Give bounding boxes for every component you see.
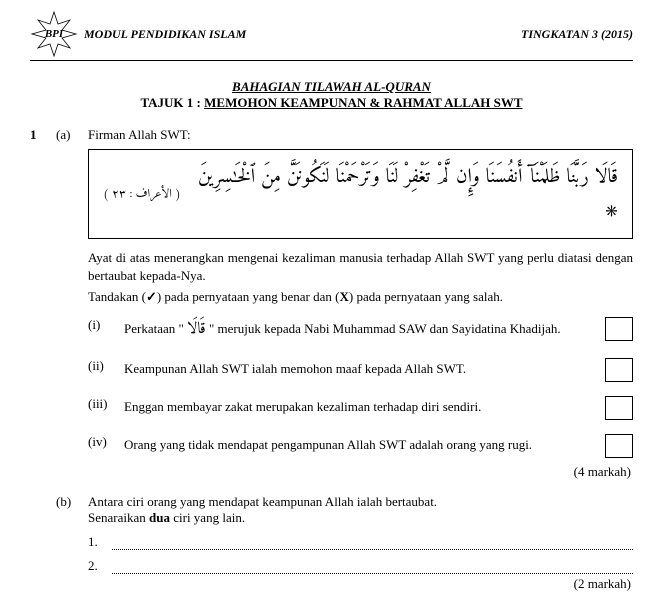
statement-iii: (iii) Enggan membayar zakat merupakan ke… — [88, 396, 633, 420]
statement-iii-text: Enggan membayar zakat merupakan kezalima… — [124, 396, 595, 418]
firman-intro: Firman Allah SWT: — [88, 127, 633, 143]
instruct-post: ) pada pernyataan yang salah. — [349, 289, 503, 304]
module-title: MODUL PENDIDIKAN ISLAM — [84, 27, 246, 42]
instruct-pre: Tandakan ( — [88, 289, 146, 304]
x-symbol: X — [339, 289, 348, 304]
tingkatan-label: TINGKATAN 3 (2015) — [521, 27, 633, 42]
question-1b: (b) Antara ciri orang yang mendapat keam… — [30, 494, 633, 606]
header-left: BPI MODUL PENDIDIKAN ISLAM — [30, 10, 246, 58]
statement-ii-text: Keampunan Allah SWT ialah memohon maaf k… — [124, 358, 595, 380]
badge-label: BPI — [45, 28, 63, 40]
roman-iii: (iii) — [88, 396, 114, 412]
part-b-label: (b) — [56, 494, 76, 606]
ans1-label: 1. — [88, 534, 106, 550]
statement-i-text: Perkataan " قَالَا " merujuk kepada Nabi… — [124, 317, 595, 344]
statement-iv-text: Orang yang tidak mendapat pengampunan Al… — [124, 434, 595, 456]
roman-iv: (iv) — [88, 434, 114, 450]
answer-box-iii[interactable] — [605, 396, 633, 420]
part-a-label: (a) — [56, 127, 76, 143]
b-line2-post: ciri yang lain. — [170, 510, 245, 525]
arabic-verse: قَالَا رَبَّنَا ظَلَمْنَآ أَنفُسَنَا وَإ… — [191, 162, 618, 226]
question-1a: 1 (a) Firman Allah SWT: قَالَا رَبَّنَا … — [30, 127, 633, 494]
part-b-line1: Antara ciri orang yang mendapat keampuna… — [88, 494, 633, 510]
bahagian-title: BAHAGIAN TILAWAH AL-QURAN — [30, 79, 633, 95]
ans2-field[interactable] — [112, 560, 633, 574]
tick-symbol: ✓ — [146, 289, 157, 304]
tajuk-topic: MEMOHON KEAMPUNAN & RAHMAT ALLAH SWT — [204, 95, 522, 110]
quran-verse-box: قَالَا رَبَّنَا ظَلَمْنَآ أَنفُسَنَا وَإ… — [88, 149, 633, 239]
stmt-i-b: " merujuk kepada Nabi Muhammad SAW dan S… — [206, 321, 561, 336]
instruction: Tandakan (✓) pada pernyataan yang benar … — [88, 288, 633, 306]
ans2-label: 2. — [88, 558, 106, 574]
answer-box-ii[interactable] — [605, 358, 633, 382]
page-header: BPI MODUL PENDIDIKAN ISLAM TINGKATAN 3 (… — [30, 10, 633, 61]
statement-i: (i) Perkataan " قَالَا " merujuk kepada … — [88, 317, 633, 344]
verse-reference: ( الأعراف : ٢٣ ) — [103, 184, 181, 205]
answer-line-1: 1. — [88, 534, 633, 550]
stmt-i-arabic: قَالَا — [187, 316, 206, 344]
answer-line-2: 2. — [88, 558, 633, 574]
part-b-line2: Senaraikan dua ciri yang lain. — [88, 510, 633, 526]
bpi-badge: BPI — [30, 10, 78, 58]
answer-box-i[interactable] — [605, 317, 633, 341]
part-a-body: Firman Allah SWT: قَالَا رَبَّنَا ظَلَمْ… — [88, 127, 633, 494]
roman-i: (i) — [88, 317, 114, 333]
verse-explanation: Ayat di atas menerangkan mengenai kezali… — [88, 249, 633, 285]
statement-iv: (iv) Orang yang tidak mendapat pengampun… — [88, 434, 633, 458]
ans1-field[interactable] — [112, 536, 633, 550]
answer-box-iv[interactable] — [605, 434, 633, 458]
b-line2-bold: dua — [149, 510, 170, 525]
b-line2-pre: Senaraikan — [88, 510, 149, 525]
question-number: 1 — [30, 127, 44, 143]
instruct-mid: ) pada pernyataan yang benar dan ( — [157, 289, 340, 304]
section-title: BAHAGIAN TILAWAH AL-QURAN TAJUK 1 : MEMO… — [30, 79, 633, 111]
statement-list: (i) Perkataan " قَالَا " merujuk kepada … — [88, 317, 633, 458]
marks-b: (2 markah) — [88, 576, 633, 592]
tajuk-label: TAJUK 1 : — [140, 95, 204, 110]
part-b-body: Antara ciri orang yang mendapat keampuna… — [88, 494, 633, 606]
tajuk-line: TAJUK 1 : MEMOHON KEAMPUNAN & RAHMAT ALL… — [30, 95, 633, 111]
statement-ii: (ii) Keampunan Allah SWT ialah memohon m… — [88, 358, 633, 382]
marks-a: (4 markah) — [88, 464, 633, 480]
stmt-i-a: Perkataan " — [124, 321, 187, 336]
roman-ii: (ii) — [88, 358, 114, 374]
